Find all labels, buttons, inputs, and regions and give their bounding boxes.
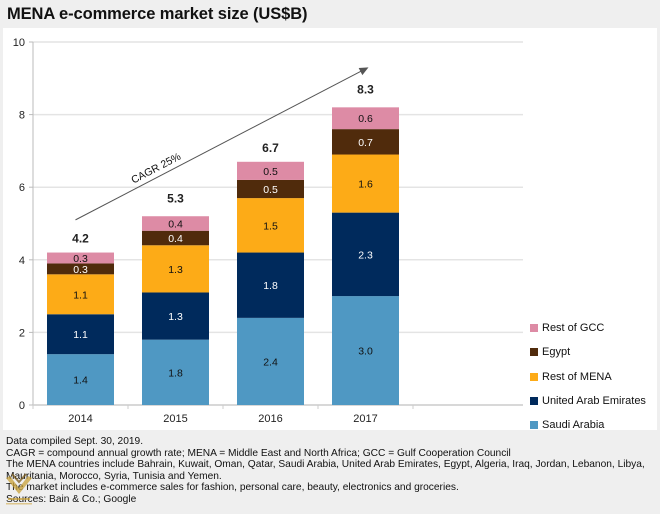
bars: 1.4 1.1 1.1 0.30.3 4.2 1.8 1.3 1.3 0.4 0.4 5.3 2.4 1… [47,83,399,405]
chart-footnotes: Data compiled Sept. 30, 2019. CAGR = comp… [6,436,656,506]
legend-swatch-icon [530,348,538,357]
bar-segment-united-arab-emirates [332,212,399,297]
bar-segment-united-arab-emirates [47,314,114,355]
y-tick-label: 8 [19,110,25,122]
footnote-line: Data compiled Sept. 30, 2019. [6,436,144,447]
axes: 0 2 4 6 8 10 2014 2015 2016 2017 [13,37,523,425]
legend-item: Rest of GCC [530,316,646,340]
segment-label: 3.0 [358,346,373,358]
segment-label: 1.5 [263,220,278,232]
footnote-line: The MENA countries include Bahrain, Kuwa… [6,459,645,471]
segment-label: 0.3 [73,253,88,265]
bar-segment-rest-of-mena [237,198,304,253]
chart-panel: 0 2 4 6 8 10 2014 2015 2016 2017 1.4 1.1 1.1 0.3 0.3 4… [3,28,657,431]
segment-label: 1.8 [263,280,278,292]
y-tick-label: 0 [19,400,25,412]
cagr-arrow-line [75,69,363,221]
legend-label: United Arab Emirates [542,395,646,408]
legend-label: Rest of GCC [542,322,605,335]
stacked-bar-chart: 0 2 4 6 8 10 2014 2015 2016 2017 1.4 1.1 1.1 0.30.3 4… [13,37,523,425]
bar-stack-2014: 1.4 1.1 1.1 0.30.3 4.2 [47,232,114,405]
y-tick-label: 4 [19,255,25,267]
segment-label: 1.1 [73,329,88,341]
x-tick-label: 2016 [258,413,282,425]
bar-segment-saudi-arabia [142,339,209,405]
segment-label: 1.1 [73,289,88,301]
total-label: 6.7 [262,141,279,155]
legend-item: Saudi Arabia [530,413,646,437]
segment-label: 0.5 [263,166,278,178]
segment-label: 0.4 [168,219,183,231]
chart-title: MENA e-commerce market size (US$B) [7,5,308,23]
total-label: 4.2 [72,232,89,246]
y-tick-label: 10 [13,37,25,49]
watermark-logo-icon [6,473,32,505]
bar-segment-united-arab-emirates [142,292,209,340]
total-label: 5.3 [167,192,184,206]
bar-segment-rest-of-gcc [237,161,304,180]
segment-label: 1.4 [73,375,88,387]
annotations: CAGR 25% [75,67,369,221]
x-tick-label: 2017 [353,413,377,425]
bar-segment-rest-of-mena [142,245,209,293]
bar-segment-rest-of-mena [47,274,114,315]
bar-segment-saudi-arabia [47,354,114,405]
bar-segment-rest-of-gcc [142,216,209,231]
x-tick-label: 2014 [68,413,92,425]
segment-label: 0.6 [358,113,373,125]
bar-segment-saudi-arabia [332,296,399,405]
segment-label: 1.3 [168,264,183,276]
legend-swatch-icon [530,372,538,381]
total-label: 8.3 [357,83,374,97]
legend-swatch-icon [530,397,538,406]
legend-label: Egypt [542,346,571,359]
bar-segment-rest-of-gcc [332,107,399,130]
bar-segment-egypt [47,263,114,275]
segment-label: 0.7 [358,137,373,149]
bar-segment-egypt [142,230,209,246]
bar-segment-saudi-arabia [237,317,304,405]
legend-swatch-icon [530,324,538,333]
legend-item: United Arab Emirates [530,389,646,413]
segment-label: 1.6 [358,179,373,191]
footnote-line: The market includes e-commerce sales for… [6,482,459,494]
bar-segment-rest-of-gcc [47,252,114,264]
bar-stack-2015: 1.8 1.3 1.3 0.4 0.4 5.3 [142,192,209,405]
legend-label: Rest of MENA [542,370,612,383]
legend-item: Rest of MENA [530,365,646,389]
cagr-arrowhead-icon [358,67,369,76]
segment-label: 2.4 [263,356,278,368]
footnote-line: Sources: Bain & Co.; Google [6,493,137,505]
bar-segment-rest-of-mena [332,154,399,213]
bar-stack-2016: 2.4 1.8 1.5 0.5 0.5 6.7 [237,141,304,405]
legend-item: Egypt [530,340,646,364]
segment-label: 0.3 [73,264,88,276]
segment-label: 0.5 [263,184,278,196]
x-tick-label: 2015 [163,413,187,425]
segment-label: 1.8 [168,367,183,379]
segment-label: 0.4 [168,233,183,245]
bar-segment-egypt [332,129,399,155]
bar-segment-united-arab-emirates [237,252,304,318]
bar-stack-2017: 3.0 2.3 1.6 0.7 0.6 8.3 [332,83,399,405]
bar-segment-egypt [237,179,304,199]
legend-label: Saudi Arabia [542,419,605,432]
y-tick-label: 2 [19,327,25,339]
segment-label: 1.3 [168,311,183,323]
segment-label: 2.3 [358,249,373,261]
footnote-line: CAGR = compound annual growth rate; MENA… [6,447,511,459]
footnote-line: Mauritania, Morocco, Syria, Tunisia and … [6,470,222,482]
chart-legend: Rest of GCC Egypt Rest of MENA United Arab … [530,316,646,437]
y-tick-label: 6 [19,182,25,194]
legend-swatch-icon [530,421,538,430]
